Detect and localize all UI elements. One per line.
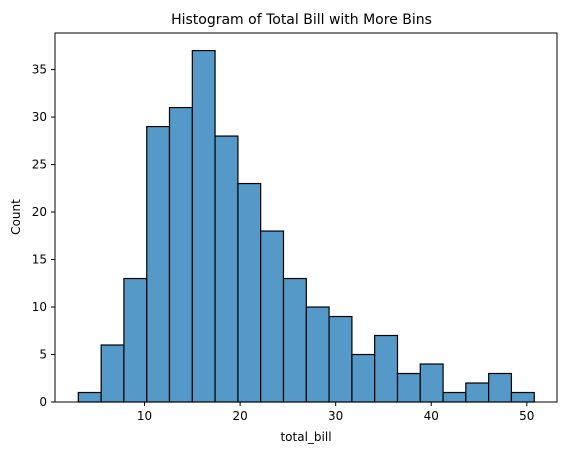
bars-group [77, 49, 535, 403]
histogram-bar [419, 363, 444, 403]
chart-title: Histogram of Total Bill with More Bins [171, 12, 432, 28]
histogram-bar [123, 277, 148, 403]
histogram-bar [237, 182, 262, 403]
histogram-bar [77, 391, 102, 403]
x-tick-label: 40 [424, 409, 439, 423]
histogram-bar [100, 344, 125, 403]
histogram-bar [260, 230, 285, 403]
y-tick-label: 0 [39, 395, 47, 409]
y-tick-label: 20 [32, 205, 47, 219]
histogram-bar [282, 277, 307, 403]
histogram-bar [442, 391, 467, 403]
histogram-bar [305, 306, 330, 403]
histogram-bar [146, 125, 171, 403]
x-tick-label: 20 [232, 409, 247, 423]
y-tick-label: 15 [32, 253, 47, 267]
y-axis: 0 5 10 15 20 25 30 35 [32, 63, 55, 409]
y-axis-label: Count [9, 199, 23, 235]
x-axis-label: total_bill [280, 430, 331, 444]
x-tick-label: 30 [328, 409, 343, 423]
y-tick-label: 10 [32, 300, 47, 314]
histogram-bar [328, 315, 353, 403]
histogram-bar [374, 334, 399, 403]
histogram-bar [510, 391, 535, 403]
y-tick-label: 25 [32, 158, 47, 172]
y-tick-label: 5 [39, 348, 47, 362]
x-tick-label: 10 [137, 409, 152, 423]
histogram-bar [396, 372, 421, 403]
x-axis: 10 20 30 40 50 [137, 402, 534, 423]
histogram-bar [488, 372, 513, 403]
histogram-bar [191, 49, 216, 403]
histogram-bar [351, 353, 376, 403]
plot-frame [54, 32, 558, 403]
y-tick-label: 30 [32, 110, 47, 124]
histogram-bar [465, 382, 490, 403]
y-tick-label: 35 [32, 63, 47, 77]
x-tick-label: 50 [519, 409, 534, 423]
histogram-bar [214, 135, 239, 403]
histogram-bar [168, 106, 193, 403]
